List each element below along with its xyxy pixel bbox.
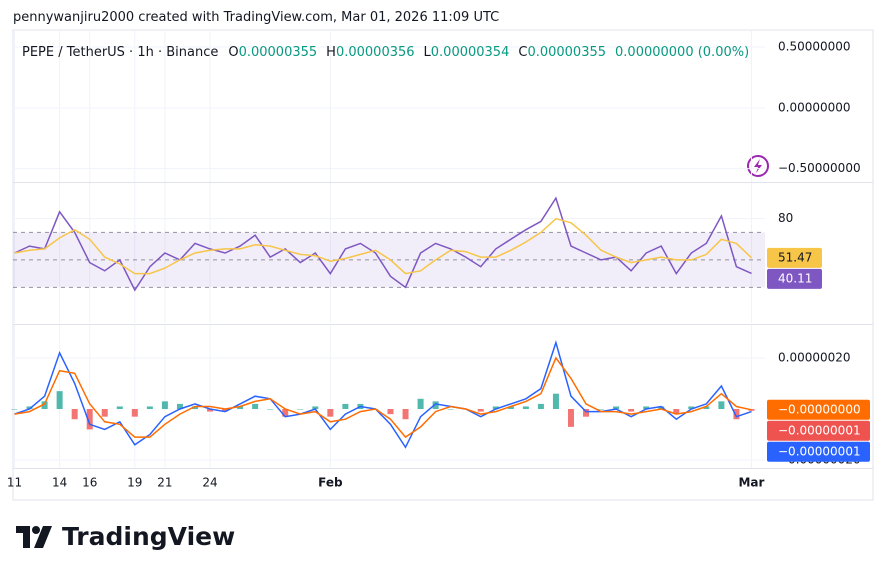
- histogram-bar: [402, 409, 409, 420]
- y-tick-label: −0.50000000: [778, 161, 861, 175]
- histogram-bar: [583, 409, 590, 417]
- alert-icon: [747, 155, 769, 177]
- series-line: [14, 340, 752, 449]
- y-tick-label: 0.00000000: [778, 100, 851, 114]
- x-tick-label: 19: [127, 476, 142, 490]
- histogram-bar: [71, 409, 78, 420]
- ohlc-key: O: [228, 45, 239, 60]
- histogram-bar: [222, 409, 229, 412]
- histogram-bar: [447, 409, 454, 410]
- legend: PEPE / TetherUS · 1h · Binance O 0.000003…: [22, 45, 758, 60]
- histogram-bar: [116, 406, 123, 410]
- histogram-bar: [86, 409, 93, 430]
- histogram-bar: [297, 409, 304, 410]
- ohlc-key: L: [423, 45, 431, 60]
- ohlc-value: 0.00000356: [335, 45, 415, 60]
- logo-icon: [16, 525, 52, 548]
- histogram-bar: [613, 406, 620, 410]
- y-tick-label: 0.50000000: [778, 40, 851, 54]
- change: 0.00000000 (0.00%): [615, 45, 750, 60]
- x-tick-label: Mar: [738, 476, 764, 490]
- histogram-bar: [688, 406, 695, 410]
- histogram-bar: [522, 406, 529, 410]
- value-badge: [767, 441, 870, 462]
- value-badge-label: 51.47: [778, 250, 812, 264]
- chart-frame: [12, 29, 874, 501]
- value-badge-label: −0.00000000: [778, 402, 861, 416]
- histogram-bar: [312, 406, 319, 410]
- histogram-bar: [146, 406, 153, 410]
- histogram-bar: [567, 409, 574, 427]
- histogram-bar: [492, 406, 499, 410]
- histogram-bar: [282, 409, 289, 417]
- histogram-bar: [703, 406, 710, 410]
- histogram-bar: [598, 409, 605, 410]
- histogram-bar: [628, 409, 635, 412]
- ohlc-key: H: [326, 45, 336, 60]
- histogram-bar: [237, 406, 244, 410]
- histogram-bar: [191, 406, 198, 410]
- x-tick-label: 14: [52, 476, 67, 490]
- value-badge: [767, 420, 870, 441]
- histogram-bar: [537, 403, 544, 410]
- histogram-bar: [658, 406, 665, 410]
- histogram-bar: [252, 403, 259, 410]
- histogram-bar: [643, 406, 650, 410]
- logo-text: TradingView: [62, 522, 236, 551]
- series-line: [14, 356, 752, 439]
- value-badge-label: −0.00000001: [778, 444, 861, 458]
- histogram-bar: [101, 409, 108, 417]
- y-tick-label: 0.00000020: [778, 350, 851, 364]
- symbol-title: PEPE / TetherUS · 1h · Binance: [22, 45, 219, 60]
- x-tick-label: Feb: [318, 476, 343, 490]
- ohlc-value: 0.00000354: [430, 45, 510, 60]
- x-tick-label: 21: [157, 476, 172, 490]
- histogram-bar: [673, 409, 680, 415]
- ohlc-value: 0.00000355: [238, 45, 318, 60]
- value-badge-label: −0.00000001: [778, 423, 861, 437]
- histogram-bar: [56, 391, 63, 410]
- histogram-bar: [733, 409, 740, 420]
- histogram-bar: [41, 401, 48, 410]
- histogram-bar: [26, 406, 33, 410]
- histogram-bar: [11, 409, 18, 410]
- x-tick-label: 24: [202, 476, 217, 490]
- histogram-bar: [267, 409, 274, 410]
- histogram-bar: [131, 409, 138, 417]
- histogram-bar: [207, 409, 214, 412]
- histogram-bar: [417, 398, 424, 410]
- x-tick-label: 11: [7, 476, 22, 490]
- logo: TradingView: [16, 522, 235, 551]
- x-tick-label: 16: [82, 476, 97, 490]
- histogram-bar: [507, 406, 514, 410]
- series-line: [14, 217, 753, 275]
- value-badge: [767, 247, 822, 268]
- y-tick-label: 80: [778, 211, 793, 225]
- histogram-bar: [718, 401, 725, 410]
- histogram-bar: [327, 409, 334, 417]
- value-badge-label: 40.11: [778, 271, 812, 285]
- credit: pennywanjiru2000 created with TradingVie…: [13, 10, 500, 25]
- histogram-bar: [161, 401, 168, 410]
- histogram-bar: [552, 393, 559, 410]
- histogram-bar: [387, 409, 394, 415]
- series-line: [14, 196, 752, 292]
- value-badge: [767, 268, 822, 289]
- histogram-bar: [477, 409, 484, 412]
- histogram-bar: [432, 401, 439, 410]
- value-badge: [767, 399, 870, 420]
- histogram-bar: [342, 403, 349, 410]
- histogram-bar: [176, 403, 183, 410]
- ohlc-value: 0.00000355: [527, 45, 607, 60]
- ohlc-key: C: [518, 45, 528, 60]
